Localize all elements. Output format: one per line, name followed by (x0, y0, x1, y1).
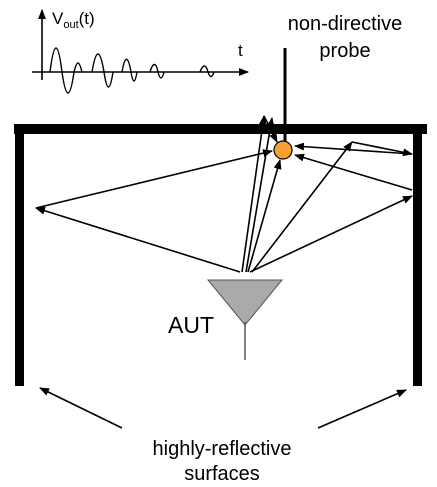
right-wall (413, 124, 422, 386)
surfaces-label: surfaces (184, 463, 260, 485)
probe-label: non-directive (288, 13, 403, 35)
aut-label: AUT (168, 312, 214, 338)
t-label: t (238, 41, 243, 60)
signal (49, 47, 215, 94)
surface-arrow (317, 389, 407, 429)
surface-arrow (39, 387, 123, 429)
ceiling (14, 124, 427, 134)
probe (273, 140, 293, 160)
left-wall (15, 124, 24, 386)
probe-label: probe (319, 40, 370, 62)
aut (206, 279, 284, 326)
rays (35, 115, 413, 273)
surfaces-label: highly-reflective (153, 438, 292, 460)
waveform: Vout(t) t (32, 9, 249, 94)
v-label: Vout(t) (52, 9, 95, 31)
